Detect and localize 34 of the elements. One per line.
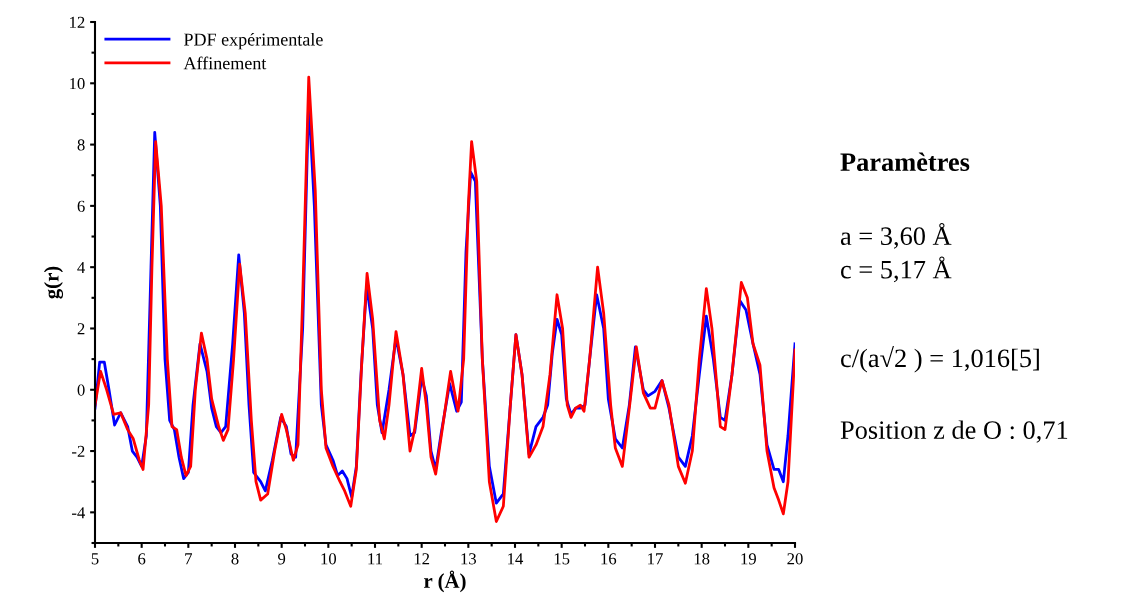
y-tick-label: 4 xyxy=(77,261,86,273)
y-tick-label: 2 xyxy=(77,323,85,335)
legend-label: Affinement xyxy=(183,56,267,70)
legend-label: PDF expérimentale xyxy=(183,32,323,50)
x-tick-label: 9 xyxy=(278,553,286,565)
y-axis-title: g(r) xyxy=(44,266,64,299)
x-tick-label: 6 xyxy=(138,553,146,565)
x-tick-label: 17 xyxy=(648,553,663,565)
text: Paramètres xyxy=(840,152,970,172)
x-axis-title: r (Å) xyxy=(424,570,466,593)
y-tick-label: 0 xyxy=(77,384,85,396)
text: c = 5,17 Å xyxy=(841,256,952,283)
x-tick-label: 13 xyxy=(461,553,477,565)
x-tick-label: 15 xyxy=(554,553,570,565)
y-tick-label: 10 xyxy=(70,77,85,90)
x-tick-label: 7 xyxy=(185,553,193,565)
text: a = 3,60 Å xyxy=(840,223,952,249)
x-tick-label: 8 xyxy=(231,553,239,565)
y-tick-label: 8 xyxy=(77,139,85,151)
y-tick-label: -2 xyxy=(72,445,85,457)
x-tick-label: 20 xyxy=(787,553,803,565)
y-tick-label: 12 xyxy=(70,16,85,28)
text: Position z de O : 0,71 xyxy=(840,420,1068,443)
x-tick-label: 14 xyxy=(508,553,524,565)
x-tick-label: 18 xyxy=(694,553,710,565)
x-tick-label: 10 xyxy=(321,553,337,565)
x-tick-label: 12 xyxy=(414,553,430,565)
text: c/(a√2 ) = 1,016[5] xyxy=(841,346,1039,373)
x-tick-label: 19 xyxy=(741,553,756,565)
y-tick-label: 6 xyxy=(77,200,85,212)
x-tick-label: 11 xyxy=(368,553,383,565)
x-tick-label: 16 xyxy=(601,553,617,565)
x-tick-label: 5 xyxy=(91,553,99,565)
y-tick-label: -4 xyxy=(72,507,86,519)
